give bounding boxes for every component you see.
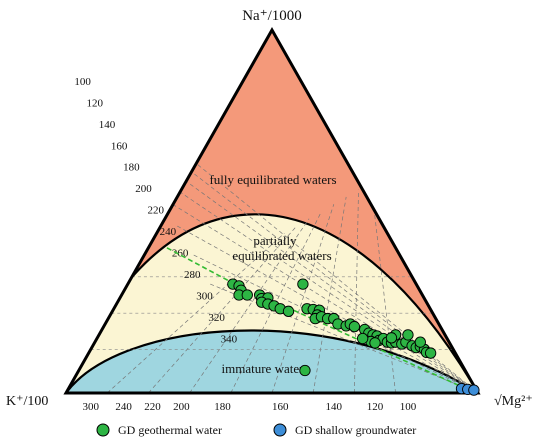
point-geothermal-water [424,347,437,359]
point-geothermal-water [385,332,398,344]
tick-label-bottom-edge: 240 [115,401,132,413]
point-geothermal-water [282,305,295,317]
tick-label-bottom-edge: 140 [326,401,343,413]
tick-label-left-edge: 220 [147,205,164,217]
tick-label-left-edge: 300 [196,291,213,303]
legend-label-geothermal: GD geothermal water [118,423,222,437]
isoline-grid [90,80,478,393]
tick-label-left-edge: 100 [74,76,91,88]
tick-label-left-edge: 340 [221,334,238,346]
tick-label-bottom-edge: 200 [173,401,190,413]
legend-label-shallow: GD shallow groundwater [295,423,416,437]
point-shallow-groundwater [468,384,480,396]
tick-label-left-edge: 260 [172,248,189,260]
grid-line-diagonal [354,189,359,393]
legend: GD geothermal water GD shallow groundwat… [96,423,416,437]
tick-label-left-edge: 320 [208,312,225,324]
grid-line-radial [160,196,478,393]
grid-line-radial [177,225,478,393]
tick-label-left-edge: 120 [87,97,104,109]
tick-label-left-edge: 280 [184,269,201,281]
tick-label-bottom-edge: 300 [82,401,99,413]
point-geothermal-water [369,337,381,349]
triangle-frame [63,26,481,395]
vertex-left-label: K⁺/100 [6,394,48,409]
tick-label-bottom-edge: 160 [272,401,289,413]
tick-labels: 100 120 140 160 180 200 220 240 260 280 300 320 340 3… [74,76,416,413]
point-geothermal-water [241,289,253,301]
point-geothermal-water [414,336,426,348]
grid-line-diagonal [312,196,347,393]
point-geothermal-water [348,320,361,333]
tick-label-bottom-edge: 180 [214,401,231,413]
tick-label-left-edge: 200 [135,183,152,195]
trend-line-lower [271,299,460,387]
grid-line-radial [210,283,478,393]
tick-label-left-edge: 160 [111,140,128,152]
tick-label-bottom-edge: 120 [367,401,384,413]
zone-label-partially-line1: partially [253,233,297,248]
data-points [227,278,480,396]
tick-label-left-edge: 140 [99,119,116,131]
grid-line-radial [94,80,478,393]
tick-label-left-edge: 240 [160,226,177,238]
point-geothermal-water [402,329,414,341]
point-geothermal-water [356,332,369,345]
point-geothermal-water [297,278,309,290]
legend-marker-shallow [273,423,287,437]
legend-marker-geothermal [96,423,110,437]
vertex-right-label: √Mg²⁺ [494,394,533,409]
trend-line-upper [166,247,236,285]
grid-line-diagonal [370,182,396,393]
point-geothermal-water [299,364,311,377]
zone-label-partially-line2: equilibrated waters [232,248,331,263]
zone-label-immature: immature waters [222,361,309,376]
tick-label-bottom-edge: 220 [144,401,161,413]
tick-label-bottom-edge: 100 [400,401,417,413]
grid-line-diagonal [148,225,297,393]
tick-label-left-edge: 180 [123,162,140,174]
grid-line-diagonal [271,204,335,393]
zone-label-fully-equilibrated: fully equilibrated waters [209,172,336,187]
zone-immature [66,329,478,393]
vertex-top-label: Na⁺/1000 [242,8,302,24]
trend-lines [166,247,460,387]
grid-line-diagonal [189,218,310,393]
